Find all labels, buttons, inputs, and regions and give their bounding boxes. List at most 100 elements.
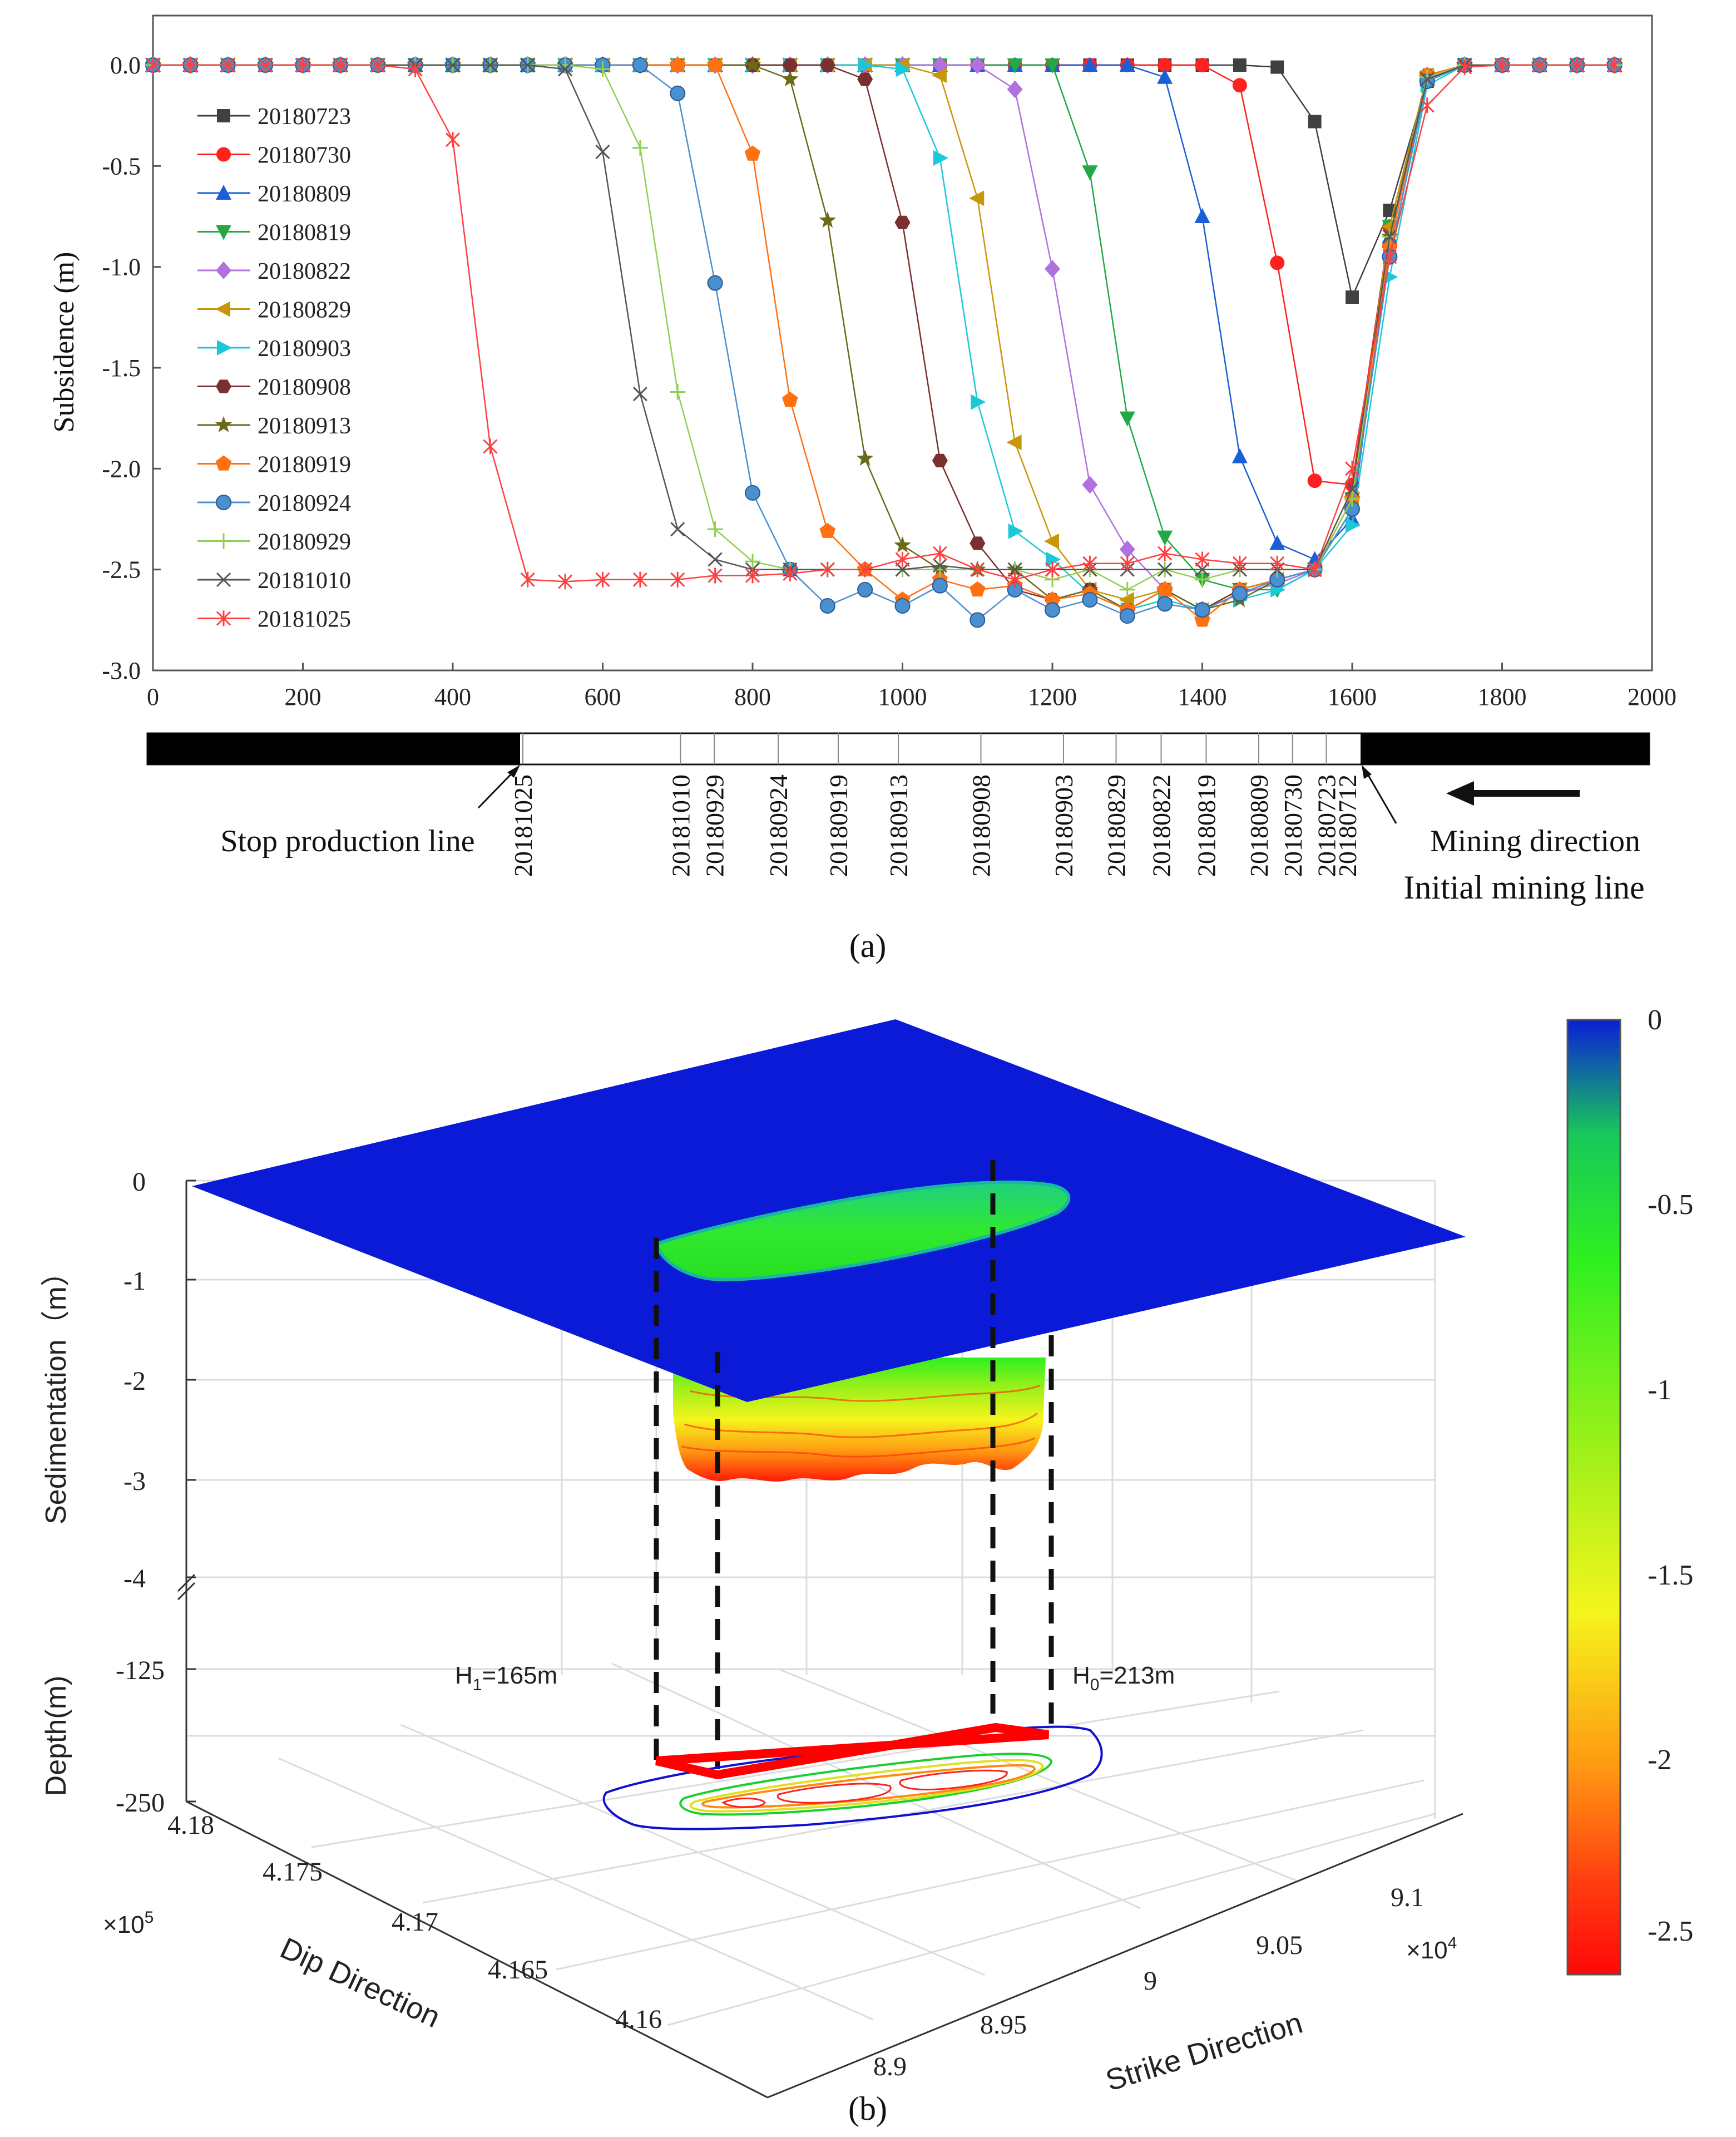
legend-marker: [215, 416, 233, 432]
legend-marker: [216, 533, 231, 549]
data-point: [707, 57, 723, 72]
data-point: [1045, 58, 1060, 73]
panel-b-label: (b): [848, 2090, 887, 2127]
data-point: [632, 571, 647, 588]
y-tick-label: -2.5: [102, 556, 141, 584]
data-point: [1158, 562, 1173, 577]
data-point: [595, 61, 611, 77]
data-point: [408, 61, 423, 77]
data-point: [1046, 551, 1061, 567]
data-point: [707, 521, 723, 537]
data-point: [1194, 602, 1210, 618]
data-point: [1157, 530, 1173, 546]
y-axis-title: Subsidence (m): [48, 252, 80, 433]
data-point: [370, 57, 385, 73]
data-point: [670, 571, 685, 588]
x-tick-label: 1400: [1178, 683, 1227, 710]
contour-yellow: [689, 1759, 1045, 1813]
y-tick-label: 0.0: [110, 52, 141, 79]
legend-item: 20180829: [197, 298, 351, 323]
unmined-section-right: [1361, 733, 1649, 764]
legend-label: 20180809: [258, 181, 351, 207]
data-point: [931, 67, 947, 83]
data-point: [1007, 58, 1023, 73]
data-point: [558, 574, 573, 590]
bar-date-label: 20180822: [1148, 774, 1176, 877]
data-point: [295, 57, 310, 73]
data-point: [1119, 608, 1135, 624]
panel-a-label: (a): [849, 927, 887, 964]
y-tick-label: -2.0: [102, 455, 141, 482]
data-point: [1082, 57, 1098, 72]
data-point: [745, 567, 760, 584]
x-tick-label: 400: [434, 683, 471, 710]
data-point: [708, 552, 723, 567]
data-point: [744, 145, 761, 161]
series-group: [144, 56, 1623, 628]
legend-item: 20181010: [197, 568, 351, 594]
strike-tick-3: 9.05: [1256, 1931, 1303, 1960]
colorbar-tick-labels: 0 -0.5 -1 -1.5 -2 -2.5: [1648, 1004, 1693, 1947]
contour-red-3: [899, 1769, 1008, 1790]
legend-item: 20180913: [197, 413, 351, 439]
bar-date-label: 20180829: [1102, 774, 1131, 877]
data-point: [1607, 57, 1622, 73]
data-point: [258, 57, 273, 73]
bar-date-label: 20180730: [1279, 774, 1307, 877]
legend-item: 20180929: [197, 530, 351, 555]
data-point: [1420, 97, 1435, 113]
data-point: [782, 70, 799, 87]
dip-tick-4: 4.16: [615, 2005, 662, 2034]
initial-line-label: Initial mining line: [1403, 869, 1644, 906]
z-tick-labels: 0 -1 -2 -3 -4 -125 -250: [116, 1167, 165, 1818]
data-point: [1233, 58, 1247, 72]
legend-item: 20180819: [197, 220, 351, 246]
x-tick-label: 1600: [1328, 683, 1377, 710]
data-point: [1082, 476, 1098, 494]
stop-line-arrowhead: [507, 765, 520, 778]
x-tick-label: 0: [147, 683, 159, 710]
mining-direction-label: Mining direction: [1430, 824, 1640, 858]
data-point: [820, 561, 835, 578]
legend-label: 20180929: [258, 530, 351, 555]
data-point: [970, 581, 986, 597]
data-point: [445, 57, 461, 73]
data-point: [894, 598, 911, 614]
data-point: [1344, 481, 1360, 496]
legend-marker: [215, 455, 232, 471]
legend-label: 20180924: [258, 491, 351, 516]
data-point: [1195, 551, 1210, 567]
legend-label: 20180819: [258, 220, 351, 246]
data-point: [932, 545, 947, 561]
legend-item: 20180730: [197, 143, 351, 169]
data-point: [1007, 571, 1022, 588]
dip-exponent: ×105: [103, 1908, 154, 1938]
data-point: [1119, 411, 1135, 427]
data-point: [895, 551, 910, 567]
data-point: [932, 453, 948, 467]
x-tick-label: 600: [585, 683, 621, 710]
data-point: [1270, 555, 1285, 571]
contour-blue: [602, 1725, 1103, 1830]
data-point: [894, 215, 911, 229]
legend-marker: [216, 147, 231, 162]
data-point: [1007, 80, 1023, 98]
bar-date-label: 20180929: [700, 774, 729, 877]
strike-axis-title: Strike Direction: [1102, 2006, 1307, 2097]
data-point: [670, 57, 686, 72]
data-point: [1231, 586, 1248, 602]
legend-label: 20181025: [258, 607, 351, 633]
data-point: [1082, 165, 1098, 181]
series-line: [153, 64, 1615, 583]
data-point: [595, 144, 610, 160]
data-point: [183, 57, 198, 73]
data-point: [1270, 60, 1284, 74]
contour-orange: [701, 1764, 1036, 1809]
data-point: [1158, 545, 1173, 561]
legend-marker: [216, 495, 231, 510]
legend-marker: [216, 379, 231, 393]
initial-line-arrowhead: [1362, 765, 1372, 779]
legend-marker: [216, 261, 231, 279]
dip-tick-2: 4.17: [392, 1907, 438, 1937]
data-point: [745, 485, 760, 501]
